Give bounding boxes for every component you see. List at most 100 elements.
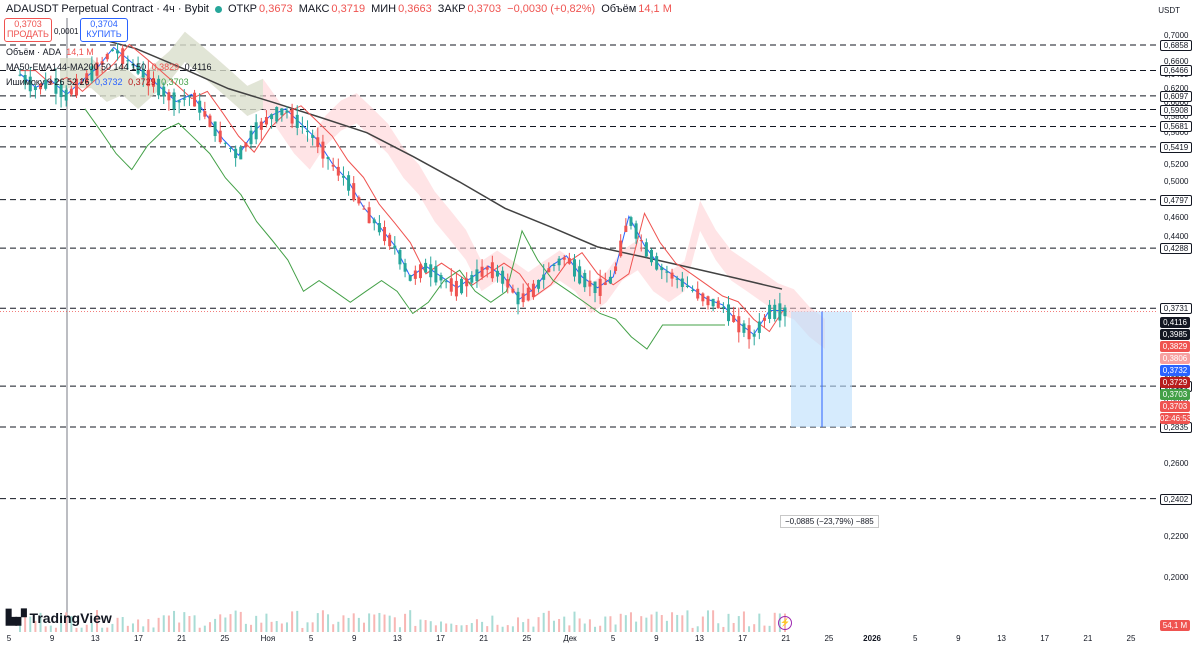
candle-body bbox=[485, 266, 489, 270]
volume-bar bbox=[219, 614, 222, 632]
volume-bar bbox=[599, 625, 602, 632]
price-axis-label: 0,5600 bbox=[1164, 127, 1189, 137]
volume-bar bbox=[450, 623, 453, 632]
volume-bar bbox=[655, 611, 658, 632]
candle-body bbox=[542, 274, 546, 280]
buy-button[interactable]: 0,3704 КУПИТЬ bbox=[80, 18, 128, 42]
volume-bar bbox=[183, 612, 186, 632]
candle-body bbox=[752, 333, 756, 337]
candle-body bbox=[341, 175, 345, 178]
volume-bar bbox=[722, 626, 725, 632]
volume-bar bbox=[486, 626, 489, 632]
volume-bar bbox=[291, 611, 294, 632]
candle-body bbox=[675, 278, 679, 280]
volume-bar bbox=[208, 622, 211, 632]
sell-label: ПРОДАТЬ bbox=[7, 29, 49, 39]
candle-body bbox=[28, 76, 32, 92]
candle-body bbox=[408, 274, 412, 281]
time-axis-label: 9 bbox=[351, 634, 357, 643]
open-label: ОТКР bbox=[228, 3, 258, 15]
volume-value: 14,1 M bbox=[638, 3, 672, 15]
candle-body bbox=[39, 83, 43, 90]
symbol-title[interactable]: ADAUSDT Perpetual Contract · 4ч · Bybit bbox=[6, 3, 209, 15]
volume-bar bbox=[671, 612, 674, 632]
level-tag: 0,4288 bbox=[1160, 243, 1192, 255]
level-tag: 0,3731 bbox=[1160, 303, 1192, 315]
candle-body bbox=[516, 291, 520, 305]
volume-bar bbox=[337, 621, 340, 632]
volume-bar bbox=[203, 625, 206, 632]
ma-indicator-legend[interactable]: MA50-EMA144-MA200 50 144 150 0,3829 0,41… bbox=[6, 62, 212, 72]
volume-bar bbox=[54, 627, 57, 632]
volume-bar bbox=[542, 612, 545, 632]
level-tag: 0,2402 bbox=[1160, 493, 1192, 505]
volume-bar bbox=[594, 626, 597, 632]
flash-icon[interactable]: ⚡ bbox=[778, 616, 792, 630]
volume-bar bbox=[558, 618, 561, 632]
price-axis-label: 0,4400 bbox=[1164, 231, 1189, 241]
candle-body bbox=[650, 249, 654, 263]
sell-button[interactable]: 0,3703 ПРОДАТЬ bbox=[4, 18, 52, 42]
currency-label: USDT bbox=[1158, 6, 1180, 15]
volume-bar bbox=[742, 611, 745, 632]
volume-bar bbox=[717, 623, 720, 632]
volume-indicator-legend[interactable]: Объём · ADA 14,1 M bbox=[6, 47, 94, 57]
volume-bar bbox=[75, 627, 78, 632]
candle-body bbox=[18, 74, 22, 76]
volume-bar bbox=[255, 615, 258, 632]
volume-bar bbox=[552, 620, 555, 632]
candle-body bbox=[95, 62, 99, 76]
candle-body bbox=[264, 116, 268, 125]
candle-body bbox=[259, 121, 263, 130]
time-axis-label: 9 bbox=[956, 634, 961, 643]
candle-body bbox=[557, 258, 561, 266]
volume-bar bbox=[455, 625, 458, 632]
tradingview-logo[interactable]: ▙▞ TradingView bbox=[6, 609, 112, 626]
volume-bar bbox=[224, 617, 227, 632]
volume-bar bbox=[234, 610, 237, 632]
candle-body bbox=[100, 61, 104, 65]
candle-body bbox=[311, 135, 315, 138]
candle-body bbox=[444, 281, 448, 283]
low-value: 0,3663 bbox=[398, 3, 432, 15]
candle-body bbox=[757, 321, 761, 333]
candle-body bbox=[146, 69, 150, 87]
tradingview-mark-icon: ▙▞ bbox=[6, 609, 27, 625]
volume-tag: 54,1 M bbox=[1160, 620, 1190, 631]
candle-body bbox=[336, 166, 340, 176]
volume-bar bbox=[239, 611, 242, 632]
indicator-value: 14,1 M bbox=[66, 47, 94, 57]
time-axis-label: Ноя bbox=[260, 634, 276, 643]
candle-body bbox=[778, 303, 782, 321]
volume-bar bbox=[414, 625, 417, 632]
volume-bar bbox=[573, 611, 576, 632]
volume-bar bbox=[275, 621, 278, 632]
level-tag: 0,5908 bbox=[1160, 104, 1192, 116]
candle-body bbox=[526, 287, 530, 301]
indicator-price-tag: 0,3985 bbox=[1160, 329, 1190, 340]
volume-bar bbox=[321, 610, 324, 632]
volume-bar bbox=[137, 619, 140, 632]
level-tag: 0,6097 bbox=[1160, 90, 1192, 102]
volume-bar bbox=[465, 624, 468, 632]
level-tag: 0,4797 bbox=[1160, 194, 1192, 206]
volume-bar bbox=[111, 623, 114, 632]
candle-body bbox=[213, 121, 217, 137]
time-axis-label: 21 bbox=[1083, 634, 1093, 643]
candle-body bbox=[655, 256, 659, 270]
indicator-name: Объём · ADA bbox=[6, 47, 61, 57]
volume-bar bbox=[96, 610, 99, 632]
candle-body bbox=[439, 275, 443, 281]
indicator-name: MA50-EMA144-MA200 50 144 150 bbox=[6, 62, 147, 72]
volume-bar bbox=[34, 620, 37, 632]
volume-bar bbox=[696, 626, 699, 632]
indicator-value: 0,3703 bbox=[161, 77, 189, 87]
volume-bar bbox=[131, 623, 134, 632]
candle-body bbox=[23, 74, 27, 84]
candle-body bbox=[136, 64, 140, 74]
candle-body bbox=[162, 86, 166, 97]
candle-body bbox=[424, 262, 428, 273]
candle-body bbox=[716, 300, 720, 309]
ichimoku-indicator-legend[interactable]: Ишимоку 9 26 52 26 0,3732 0,3729 0,3703 bbox=[6, 77, 189, 87]
